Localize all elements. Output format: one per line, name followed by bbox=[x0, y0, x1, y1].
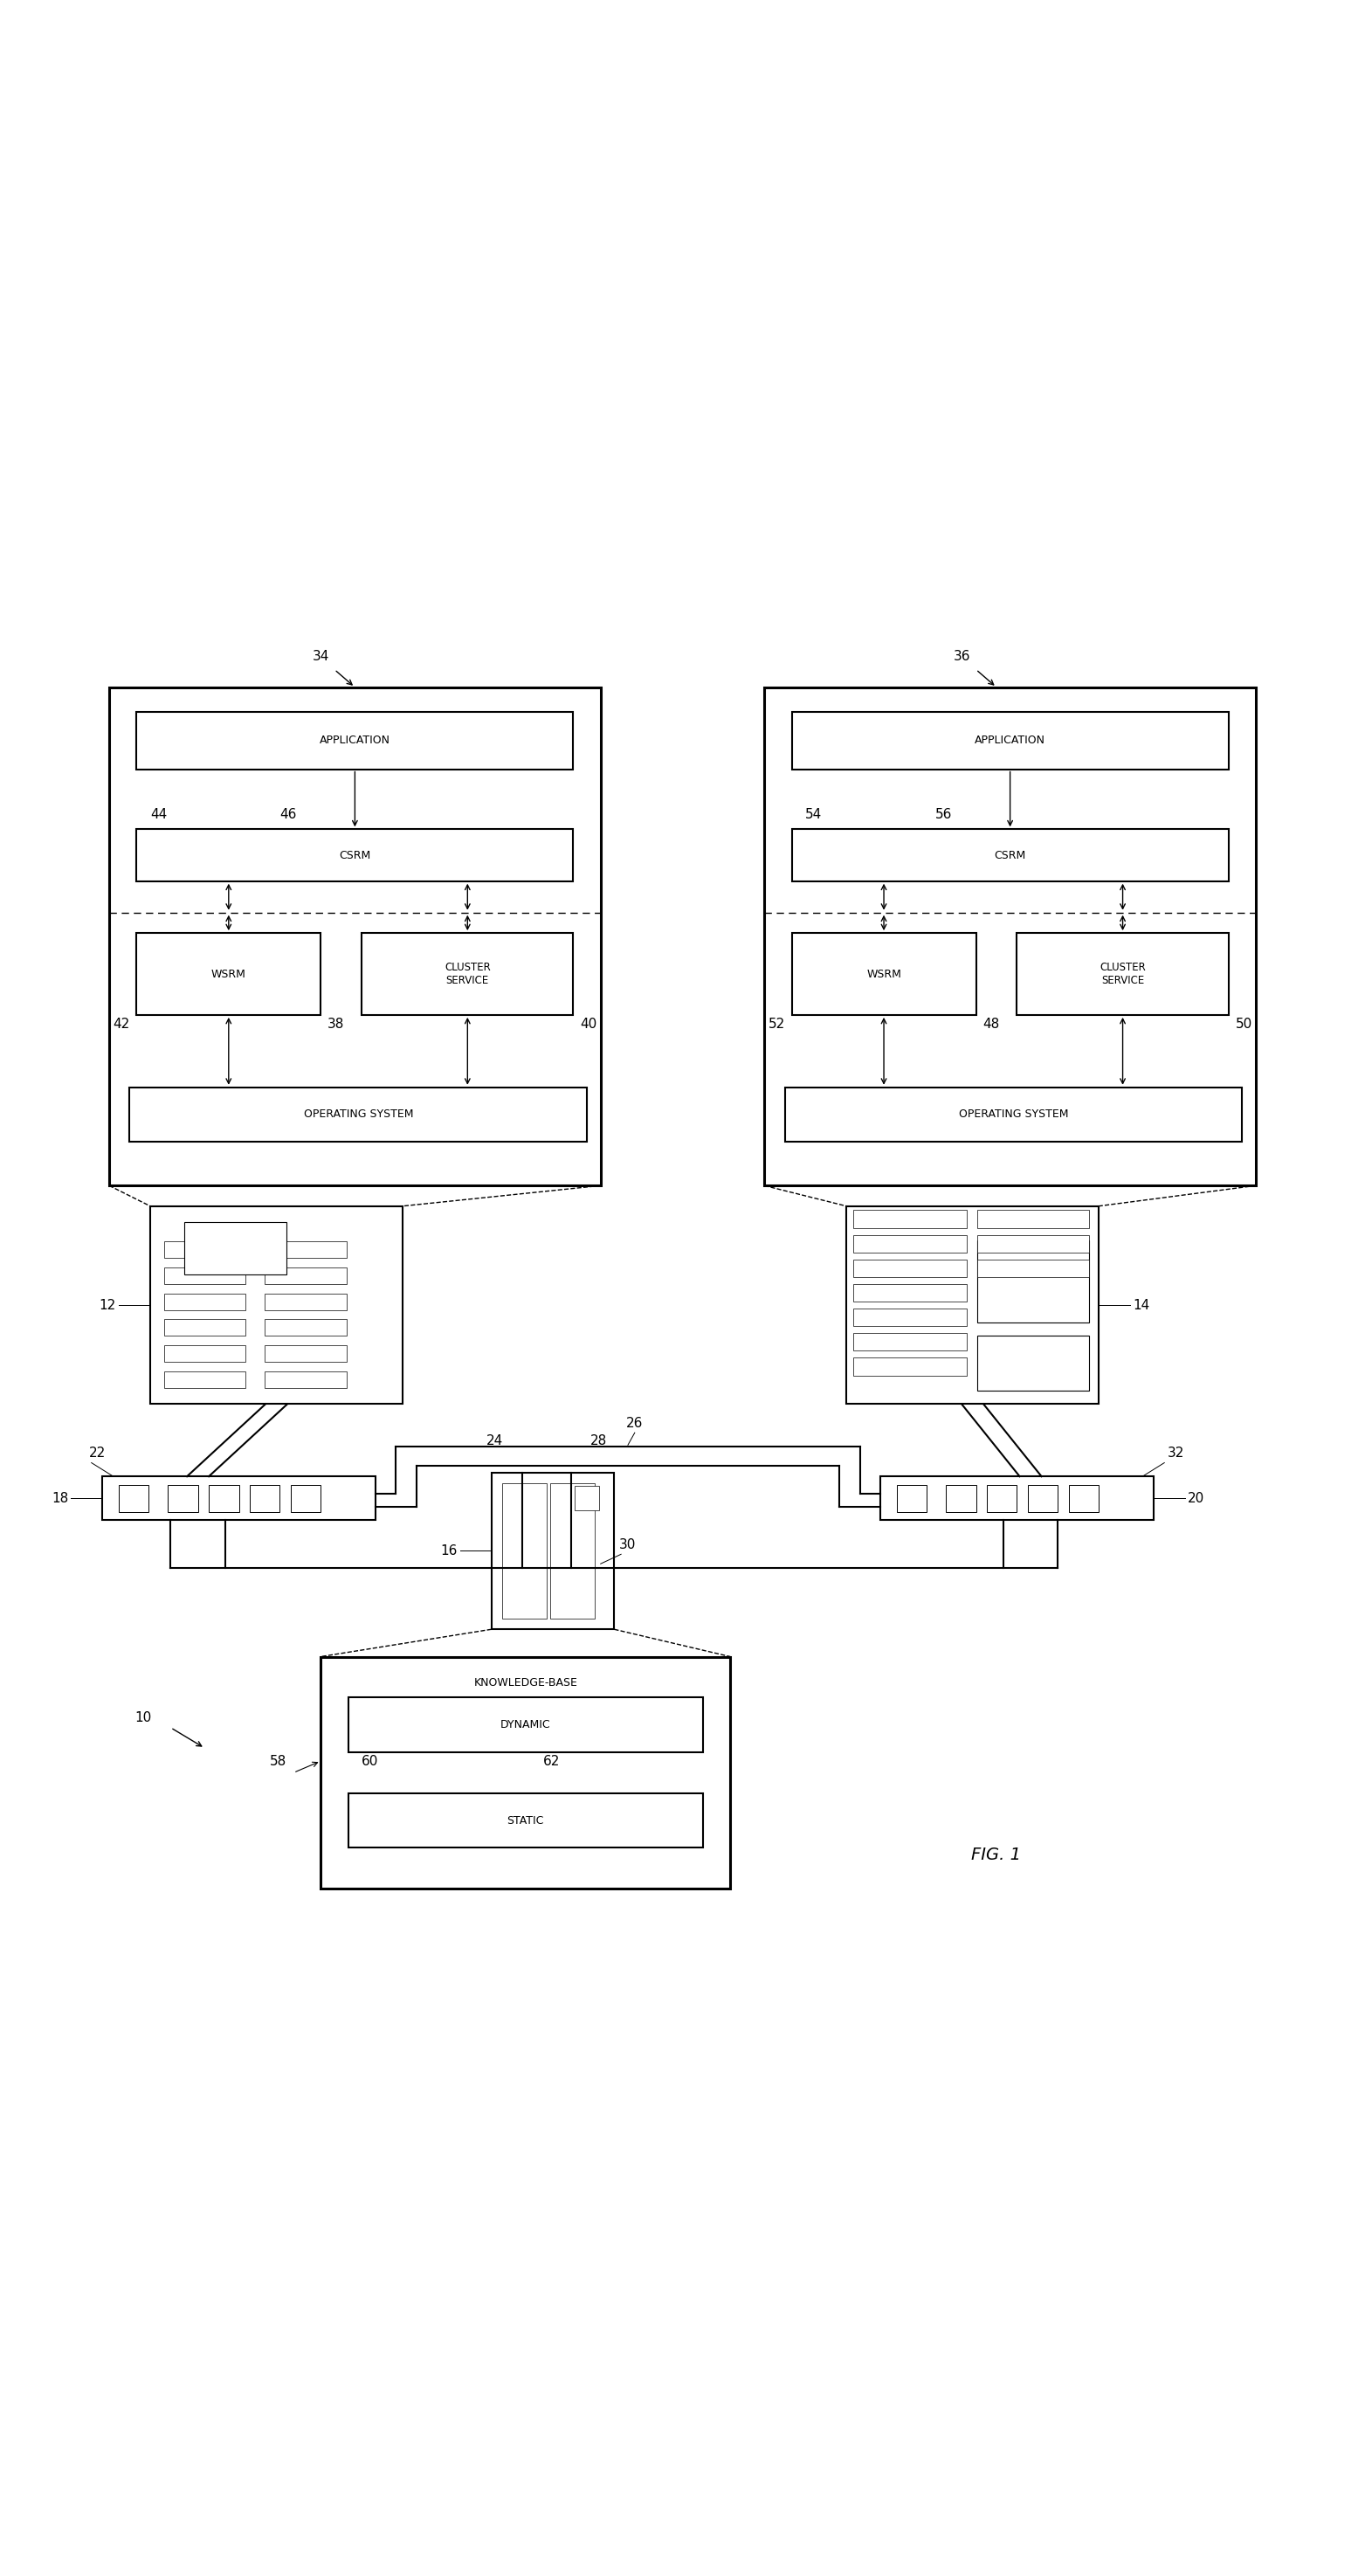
Text: 24: 24 bbox=[486, 1435, 504, 1448]
Bar bbox=[102, 1476, 375, 1520]
Text: 48: 48 bbox=[983, 1018, 999, 1030]
Text: KNOWLEDGE-BASE: KNOWLEDGE-BASE bbox=[474, 1677, 577, 1687]
Text: OPERATING SYSTEM: OPERATING SYSTEM bbox=[958, 1108, 1069, 1121]
Text: 26: 26 bbox=[627, 1417, 643, 1430]
Text: 12: 12 bbox=[100, 1298, 116, 1311]
Text: 16: 16 bbox=[441, 1543, 457, 1558]
Bar bbox=[764, 688, 1256, 1185]
Bar bbox=[977, 1337, 1089, 1391]
Bar bbox=[897, 1484, 927, 1512]
Text: 46: 46 bbox=[280, 809, 296, 822]
Bar bbox=[265, 1345, 347, 1363]
Bar bbox=[977, 1239, 1089, 1321]
Bar bbox=[853, 1309, 966, 1327]
Text: OPERATING SYSTEM: OPERATING SYSTEM bbox=[303, 1108, 414, 1121]
Bar bbox=[164, 1370, 246, 1388]
Bar bbox=[853, 1283, 966, 1301]
Bar bbox=[1069, 1484, 1099, 1512]
Text: 10: 10 bbox=[135, 1710, 152, 1723]
Bar bbox=[853, 1234, 966, 1252]
Bar bbox=[119, 1484, 149, 1512]
Text: 14: 14 bbox=[1133, 1298, 1149, 1311]
Bar bbox=[137, 711, 573, 770]
Text: STATIC: STATIC bbox=[506, 1814, 545, 1826]
Bar bbox=[946, 1484, 976, 1512]
Bar bbox=[137, 829, 573, 881]
Text: 50: 50 bbox=[1235, 1018, 1252, 1030]
Text: 30: 30 bbox=[620, 1538, 636, 1551]
Bar bbox=[977, 1260, 1089, 1278]
Bar bbox=[150, 1206, 403, 1404]
Text: 58: 58 bbox=[270, 1754, 287, 1767]
Text: 42: 42 bbox=[113, 1018, 130, 1030]
Bar bbox=[209, 1484, 239, 1512]
Bar bbox=[321, 1656, 730, 1888]
Bar bbox=[502, 1484, 546, 1618]
Bar bbox=[853, 1332, 966, 1350]
Bar bbox=[846, 1206, 1099, 1404]
Bar bbox=[977, 1211, 1089, 1229]
Text: WSRM: WSRM bbox=[212, 969, 246, 979]
Bar bbox=[164, 1293, 246, 1309]
Text: CLUSTER
SERVICE: CLUSTER SERVICE bbox=[1100, 961, 1145, 987]
Bar bbox=[792, 829, 1228, 881]
Bar bbox=[550, 1484, 595, 1618]
Bar bbox=[792, 933, 976, 1015]
Bar bbox=[250, 1484, 280, 1512]
Bar bbox=[265, 1242, 347, 1257]
Text: 62: 62 bbox=[543, 1754, 560, 1767]
Text: 28: 28 bbox=[590, 1435, 607, 1448]
Bar bbox=[137, 933, 321, 1015]
Text: CLUSTER
SERVICE: CLUSTER SERVICE bbox=[445, 961, 490, 987]
Text: 34: 34 bbox=[313, 649, 329, 662]
Bar bbox=[348, 1793, 703, 1847]
Bar bbox=[291, 1484, 321, 1512]
Bar bbox=[265, 1267, 347, 1283]
Bar bbox=[880, 1476, 1153, 1520]
Bar bbox=[785, 1087, 1242, 1141]
Bar bbox=[265, 1319, 347, 1337]
Text: 56: 56 bbox=[935, 809, 951, 822]
Bar bbox=[853, 1260, 966, 1278]
Bar bbox=[164, 1242, 246, 1257]
Bar bbox=[362, 933, 573, 1015]
Text: APPLICATION: APPLICATION bbox=[319, 734, 390, 747]
Bar bbox=[348, 1698, 703, 1752]
Text: 36: 36 bbox=[954, 649, 971, 662]
Text: 40: 40 bbox=[580, 1018, 597, 1030]
Text: 44: 44 bbox=[150, 809, 167, 822]
Text: DYNAMIC: DYNAMIC bbox=[501, 1718, 550, 1731]
Bar bbox=[1028, 1484, 1058, 1512]
Text: 38: 38 bbox=[328, 1018, 344, 1030]
Bar bbox=[164, 1345, 246, 1363]
Text: 18: 18 bbox=[52, 1492, 68, 1504]
Bar bbox=[491, 1473, 614, 1631]
Text: FIG. 1: FIG. 1 bbox=[972, 1847, 1021, 1862]
Text: 52: 52 bbox=[768, 1018, 785, 1030]
Bar bbox=[1017, 933, 1228, 1015]
Text: 60: 60 bbox=[362, 1754, 378, 1767]
Bar bbox=[109, 688, 601, 1185]
Bar bbox=[853, 1358, 966, 1376]
Text: 32: 32 bbox=[1167, 1448, 1183, 1461]
Bar bbox=[792, 711, 1228, 770]
Text: APPLICATION: APPLICATION bbox=[975, 734, 1046, 747]
Bar bbox=[164, 1319, 246, 1337]
Text: CSRM: CSRM bbox=[994, 850, 1026, 860]
Text: 20: 20 bbox=[1188, 1492, 1204, 1504]
Bar bbox=[853, 1211, 966, 1229]
Bar bbox=[977, 1234, 1089, 1252]
Text: WSRM: WSRM bbox=[867, 969, 901, 979]
Bar bbox=[164, 1267, 246, 1283]
Bar bbox=[265, 1370, 347, 1388]
Bar bbox=[987, 1484, 1017, 1512]
Text: 54: 54 bbox=[805, 809, 822, 822]
Bar bbox=[184, 1224, 287, 1275]
Bar bbox=[168, 1484, 198, 1512]
Bar bbox=[575, 1486, 599, 1510]
Text: CSRM: CSRM bbox=[339, 850, 371, 860]
Text: 22: 22 bbox=[89, 1448, 105, 1461]
Bar bbox=[265, 1293, 347, 1309]
Bar bbox=[130, 1087, 587, 1141]
